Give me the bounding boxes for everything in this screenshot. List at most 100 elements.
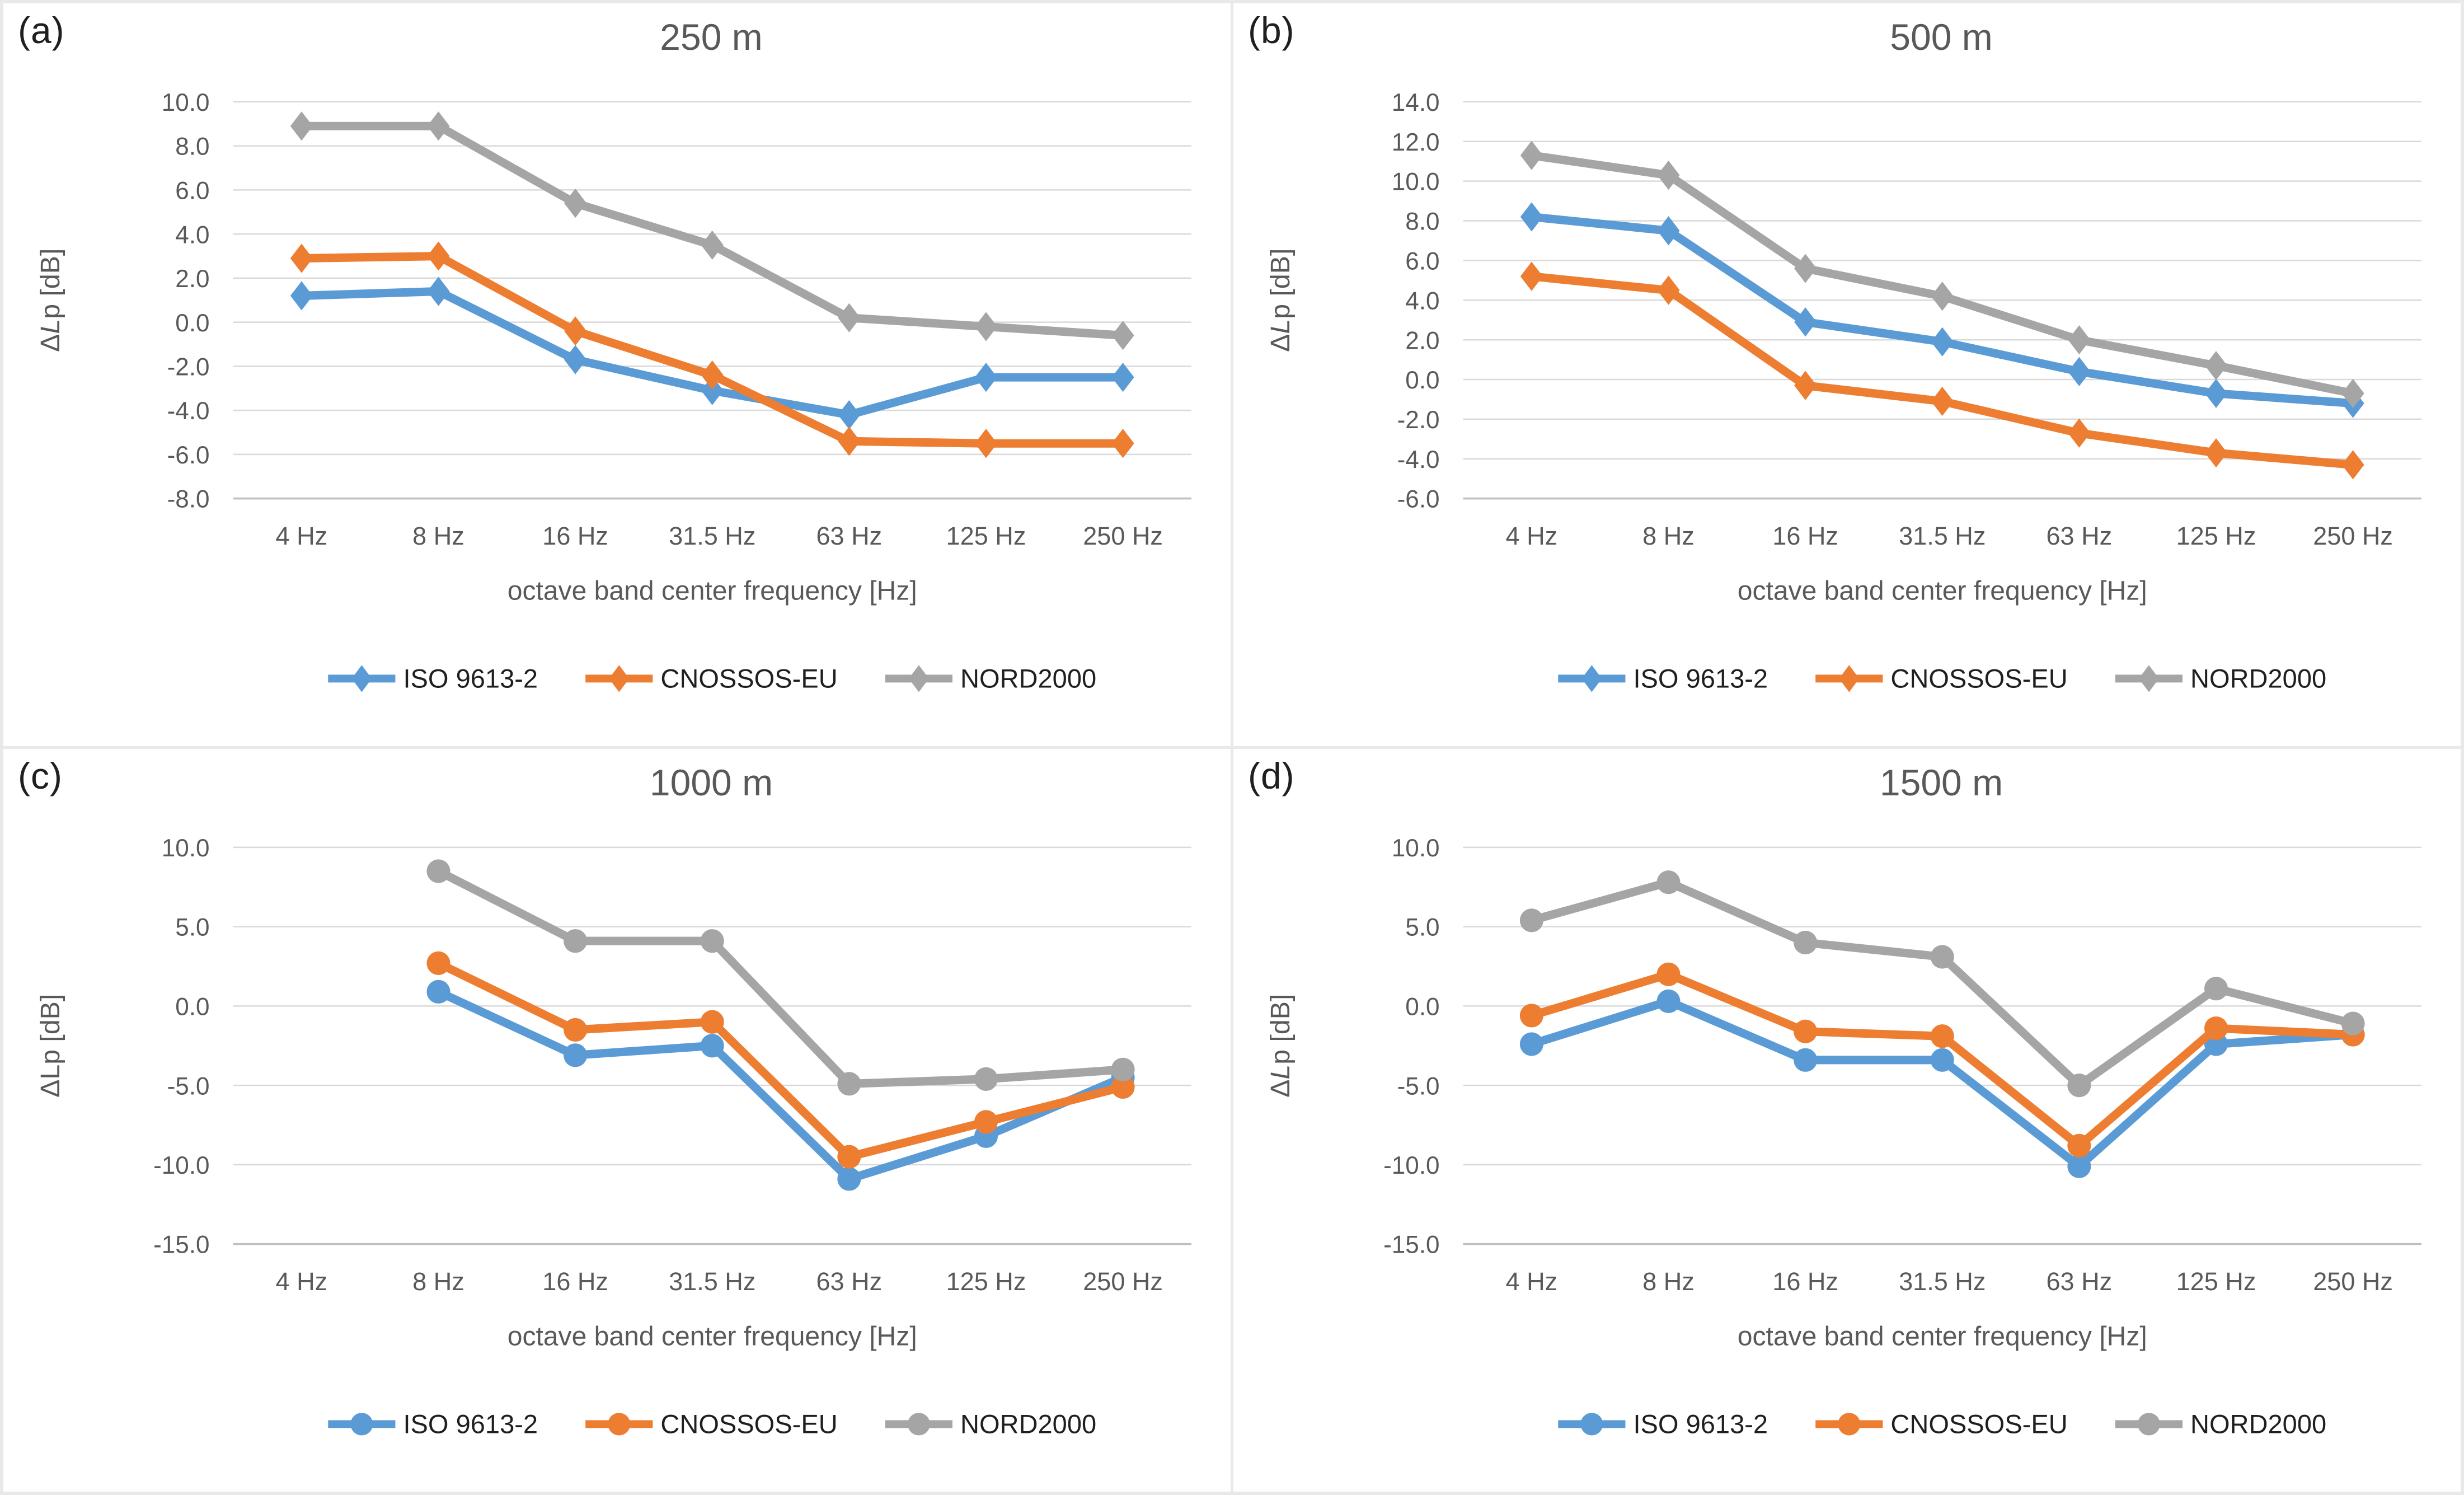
y-tick-label: -6.0: [1397, 486, 1440, 513]
x-tick-label: 250 Hz: [2313, 522, 2393, 550]
x-axis-title: octave band center frequency [Hz]: [1738, 576, 2147, 606]
data-point-marker: [1930, 1048, 1954, 1072]
data-point-marker: [1794, 1048, 1818, 1072]
legend-item-CNOSSOS-EU: CNOSSOS-EU: [1815, 1409, 2068, 1438]
data-point-marker: [564, 316, 587, 346]
legend-item-ISO-9613-2: ISO 9613-2: [1558, 1409, 1768, 1438]
data-point-marker: [2204, 1016, 2228, 1041]
legend-item-NORD2000: NORD2000: [885, 663, 1096, 693]
x-tick-label: 4 Hz: [276, 1267, 328, 1296]
chart-title: 500 m: [1890, 16, 1993, 58]
legend: ISO 9613-2 CNOSSOS-EU NORD2000: [328, 663, 1096, 693]
x-tick-label: 16 Hz: [542, 1267, 608, 1296]
chart-title: 1500 m: [1879, 762, 2003, 803]
x-tick-label: 8 Hz: [412, 522, 464, 550]
y-tick-label: 10.0: [1392, 835, 1440, 862]
data-point-marker: [2067, 1074, 2091, 1098]
data-point-marker: [564, 929, 588, 953]
legend-marker-icon: [351, 665, 372, 692]
data-point-marker: [1656, 962, 1681, 986]
legend-label: CNOSSOS-EU: [1890, 663, 2067, 693]
data-point-marker: [837, 1145, 861, 1169]
line-chart: 10.0 8.0 6.0 4.0 2.0 0.0 -2.0 -4.0 -6.0 -8.0 ΔLp […: [35, 89, 1191, 693]
x-tick-label: 31.5 Hz: [669, 522, 755, 550]
data-point-marker: [838, 400, 861, 430]
legend-marker-icon: [907, 1413, 930, 1436]
x-tick-label: 250 Hz: [1083, 1267, 1163, 1296]
chart-panel-1500-m: (d) 1500 m 10.0 5.0 0.0 -5.0 -10.0 -15.0 ΔLp [dB…: [1233, 749, 2461, 1492]
x-tick-label: 8 Hz: [1642, 522, 1695, 550]
legend-label: CNOSSOS-EU: [1890, 1409, 2067, 1438]
data-point-marker: [290, 111, 313, 141]
y-tick-label: 0.0: [1405, 367, 1439, 394]
y-tick-label: 6.0: [1405, 247, 1439, 275]
legend-label: ISO 9613-2: [1633, 663, 1768, 693]
x-tick-label: 125 Hz: [2176, 522, 2256, 550]
series-line: [434, 987, 1128, 1183]
data-point-marker: [838, 427, 861, 456]
data-point-marker: [837, 1167, 861, 1191]
data-point-marker: [701, 230, 724, 260]
legend-item-CNOSSOS-EU: CNOSSOS-EU: [585, 663, 838, 693]
data-point-marker: [564, 1043, 588, 1067]
data-point-marker: [1931, 282, 1954, 311]
x-tick-label: 31.5 Hz: [669, 1267, 755, 1296]
y-tick-label: -8.0: [167, 486, 210, 513]
series-line: [434, 959, 1128, 1161]
y-tick-label: -10.0: [1383, 1152, 1439, 1179]
data-point-marker: [974, 1110, 998, 1134]
data-point-marker: [2068, 357, 2091, 387]
y-tick-label: 2.0: [175, 265, 209, 293]
data-point-marker: [974, 1067, 998, 1091]
data-point-marker: [564, 345, 587, 374]
y-tick-label: -2.0: [1397, 406, 1440, 434]
series-NORD2000: [426, 859, 1135, 1096]
y-tick-label: 0.0: [175, 310, 209, 337]
line-chart: 14.0 12.0 10.0 8.0 6.0 4.0 2.0 0.0 -2.0 -4.0 -6.0 Δ…: [1265, 89, 2421, 693]
data-point-marker: [1519, 908, 1543, 932]
series-line: [297, 252, 1128, 448]
legend-marker-icon: [908, 665, 929, 692]
data-point-marker: [426, 980, 450, 1004]
x-tick-label: 250 Hz: [2313, 1267, 2393, 1296]
legend-marker-icon: [1581, 665, 1602, 692]
legend-marker-icon: [608, 1413, 631, 1436]
y-tick-label: 10.0: [162, 835, 210, 862]
series-CNOSSOS-EU: [1520, 261, 2364, 480]
legend-item-CNOSSOS-EU: CNOSSOS-EU: [1815, 663, 2068, 693]
data-point-marker: [2341, 450, 2364, 480]
y-tick-label: 6.0: [175, 177, 209, 204]
data-point-marker: [974, 429, 998, 458]
x-tick-label: 125 Hz: [2176, 1267, 2256, 1296]
data-point-marker: [974, 312, 998, 341]
x-tick-label: 63 Hz: [816, 522, 883, 550]
y-tick-label: 5.0: [175, 914, 209, 941]
y-tick-label: 0.0: [175, 993, 209, 1020]
data-point-marker: [1794, 254, 1817, 283]
legend-label: NORD2000: [2190, 663, 2326, 693]
y-tick-label: -2.0: [167, 353, 210, 381]
data-point-marker: [1111, 1075, 1135, 1099]
data-point-marker: [700, 1010, 724, 1034]
data-point-marker: [700, 929, 724, 953]
series-ISO-9613-2: [290, 276, 1134, 430]
legend-marker-icon: [609, 665, 630, 692]
legend-label: CNOSSOS-EU: [660, 663, 837, 693]
data-point-marker: [1656, 989, 1681, 1014]
x-axis-title: octave band center frequency [Hz]: [508, 1321, 917, 1352]
data-point-marker: [1931, 327, 1954, 357]
data-point-marker: [1931, 386, 1954, 416]
chart-panel-250-m: (a) 250 m 10.0 8.0 6.0 4.0 2.0 0.0 -2.0 -4.0 -6.0 -…: [3, 3, 1231, 746]
x-tick-label: 31.5 Hz: [1899, 522, 1986, 550]
legend-marker-icon: [1839, 665, 1860, 692]
data-point-marker: [1657, 160, 1680, 190]
legend-label: NORD2000: [960, 1409, 1096, 1438]
data-point-marker: [1930, 1024, 1954, 1048]
y-tick-label: 10.0: [1392, 168, 1440, 196]
data-point-marker: [2204, 351, 2228, 381]
data-point-marker: [700, 1034, 724, 1058]
x-tick-label: 4 Hz: [276, 522, 328, 550]
data-point-marker: [1930, 945, 1954, 969]
series-NORD2000: [1519, 870, 2365, 1098]
x-tick-label: 4 Hz: [1506, 522, 1558, 550]
